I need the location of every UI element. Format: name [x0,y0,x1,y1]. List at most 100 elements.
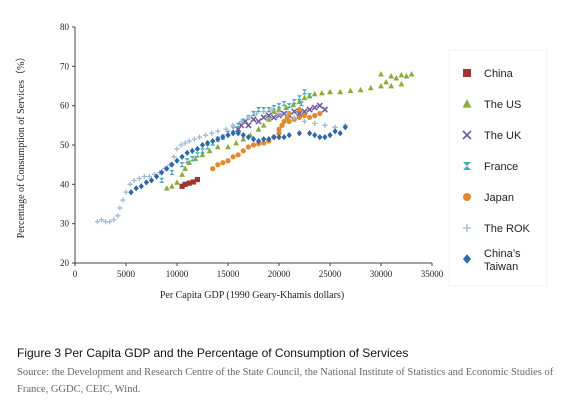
data-point [191,136,197,142]
data-point [196,134,203,140]
data-point [269,107,275,113]
data-point [178,142,184,148]
data-point [233,139,240,146]
data-point [281,101,287,107]
data-point [332,128,338,135]
data-point [261,108,267,115]
legend-marker [463,162,471,170]
data-point [306,106,313,113]
data-point [271,134,277,141]
figure-caption: Figure 3 Per Capita GDP and the Percenta… [17,346,409,360]
legend-item: The ROK [463,223,531,235]
data-point [265,112,272,119]
data-point [296,95,302,101]
data-point [322,122,328,128]
legend-marker [463,193,471,201]
data-point [408,71,415,77]
data-point [245,144,251,150]
data-point [276,106,282,112]
data-point [317,134,323,141]
data-point [284,114,290,121]
data-point [138,183,144,190]
data-point [111,217,117,223]
data-point [283,104,289,110]
data-point [281,118,287,124]
data-point [199,151,206,158]
data-point [296,107,302,113]
data-point [245,114,251,121]
data-point [281,134,287,141]
legend-label: China [484,68,514,80]
data-point [276,134,282,141]
data-point [307,114,313,121]
series-6 [128,124,348,196]
data-point [276,110,282,117]
x-tick-label: 30000 [370,269,393,279]
data-point [169,169,175,176]
y-tick-label: 20 [60,258,70,268]
data-point [240,135,247,142]
data-point [383,78,389,85]
scatter-chart: 0 5000 10000 15000 20000 25000 30000 35000 20 30 4… [15,22,548,301]
y-tick-label: 50 [60,140,70,150]
legend-marker [463,69,471,77]
data-point [215,162,221,168]
data-point [115,213,121,219]
data-point [148,177,155,184]
data-point [286,103,292,109]
legend-item: China [463,68,514,80]
data-point [307,93,313,99]
data-point [225,132,231,139]
data-point [143,179,149,186]
data-point [123,189,129,195]
data-point [255,126,262,132]
data-point [266,135,272,143]
data-point [205,144,211,150]
data-point [179,162,185,168]
y-tick-label: 70 [60,61,70,71]
data-point [311,90,318,97]
data-point [393,75,400,81]
x-tick-label: 20000 [268,269,291,279]
data-point [286,118,292,124]
data-point [107,219,113,225]
data-point [220,160,226,166]
legend-item: France [463,161,518,173]
data-point [266,107,272,113]
data-point [210,137,216,145]
data-point [169,161,175,168]
data-point [311,104,318,111]
data-point [174,179,180,185]
data-point [225,143,231,150]
data-point [279,122,285,128]
data-point [271,105,277,111]
data-point [98,217,105,223]
data-point [171,154,177,160]
y-tick-label: 80 [60,22,70,32]
y-tick-label: 40 [60,179,70,189]
series-1 [163,71,415,191]
data-point [318,89,325,96]
legend-item: The US [462,99,521,111]
data-point [301,94,308,101]
data-point [159,177,165,183]
data-point [235,122,241,128]
data-point [186,159,193,166]
data-point [220,134,226,141]
data-point [327,88,333,95]
data-point [316,102,323,109]
data-point [230,126,236,132]
data-point [327,132,333,139]
data-point [271,108,277,114]
data-point [291,114,297,121]
data-point [189,156,195,162]
data-point [312,120,318,126]
data-point [357,86,364,93]
data-point [136,175,142,182]
chart-legend: China The US The UK France Japan The ROK China… [448,49,548,287]
data-point [286,132,292,139]
data-point [209,130,215,136]
data-point [261,135,267,143]
data-point [194,177,200,183]
x-tick-label: 35000 [421,269,444,279]
